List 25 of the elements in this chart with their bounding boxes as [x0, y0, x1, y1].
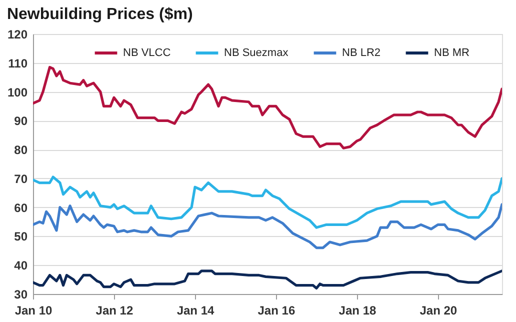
line-series [33, 203, 502, 250]
y-tick-label: 80 [14, 143, 28, 158]
x-tick-label: Jan 16 [258, 304, 296, 318]
y-tick-label: 30 [14, 288, 28, 302]
y-tick-label: 40 [14, 258, 28, 273]
legend-label: NB VLCC [123, 47, 171, 59]
chart-title: Newbuilding Prices ($m) [6, 6, 193, 23]
legend-label: NB LR2 [342, 47, 381, 59]
y-tick-label: 50 [14, 230, 28, 244]
legend-label: NB MR [434, 47, 470, 59]
x-tick-label: Jan 20 [420, 304, 458, 318]
y-tick-label: 60 [14, 200, 28, 215]
line-series [33, 270, 502, 290]
y-tick-label: 70 [14, 172, 28, 186]
x-tick-label: Jan 12 [96, 304, 134, 318]
x-tick-label: Jan 18 [338, 304, 376, 318]
y-tick-label: 90 [14, 114, 28, 128]
line-series [33, 176, 502, 229]
x-tick-label: Jan 10 [14, 304, 53, 318]
y-tick-label: 120 [7, 28, 28, 42]
legend-label: NB Suezmax [224, 47, 289, 59]
y-tick-label: 100 [7, 85, 28, 100]
x-tick-label: Jan 14 [176, 304, 214, 318]
line-series [33, 66, 502, 150]
y-tick-label: 110 [8, 56, 28, 70]
